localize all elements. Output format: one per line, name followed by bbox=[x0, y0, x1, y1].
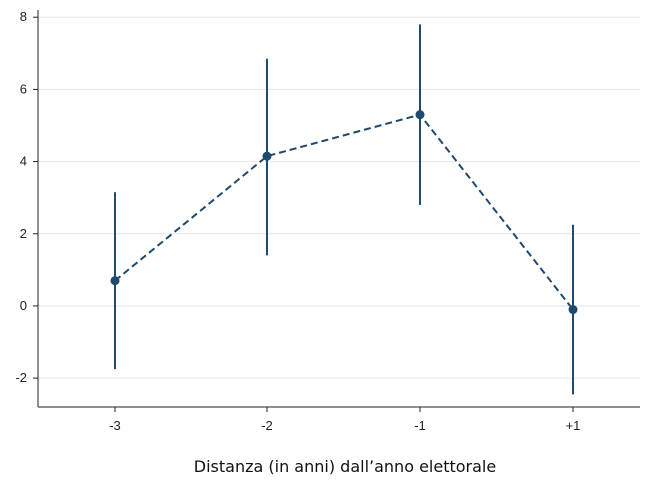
y-tick-label: -2 bbox=[15, 370, 27, 385]
axes bbox=[37, 10, 640, 408]
y-tick-label: 0 bbox=[20, 298, 27, 313]
y-tick-label: 4 bbox=[20, 154, 27, 169]
data-point bbox=[568, 305, 578, 315]
y-tick-label: 6 bbox=[20, 81, 27, 96]
x-tick-label: -2 bbox=[261, 418, 273, 433]
gridlines bbox=[38, 16, 640, 379]
ticks: -2 0 2 4 6 8 -3 -2 -1 +1 bbox=[15, 9, 580, 433]
data-point bbox=[415, 110, 425, 120]
x-tick-label: +1 bbox=[566, 418, 581, 433]
x-tick-label: -3 bbox=[109, 418, 121, 433]
x-axis-title: Distanza (in anni) dall’anno elettorale bbox=[194, 457, 496, 476]
y-tick-label: 2 bbox=[20, 226, 27, 241]
data-point bbox=[262, 151, 272, 161]
y-tick-label: 8 bbox=[20, 9, 27, 24]
series-line bbox=[114, 113, 574, 311]
data-points bbox=[110, 110, 578, 315]
data-point bbox=[110, 276, 120, 286]
error-bars bbox=[114, 24, 574, 395]
x-tick-label: -1 bbox=[414, 418, 426, 433]
